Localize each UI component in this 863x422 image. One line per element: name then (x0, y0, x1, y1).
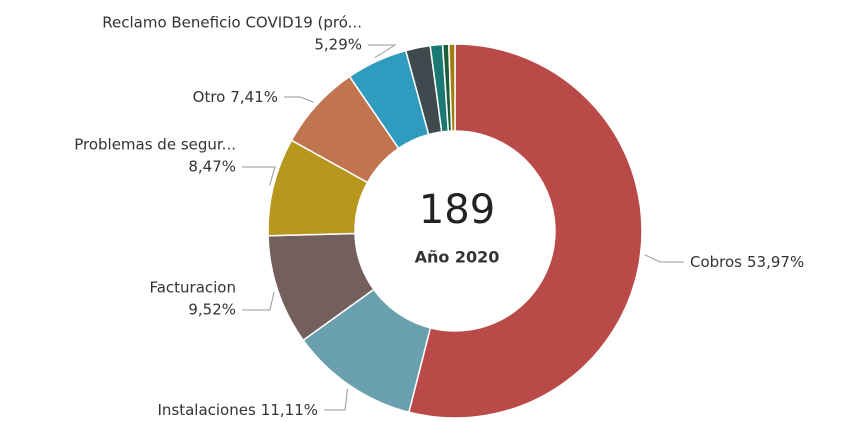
slice-label: Reclamo Beneficio COVID19 (pró... (102, 14, 362, 32)
slice-category: Instalaciones (157, 401, 256, 419)
leader-line (284, 96, 315, 103)
donut-slice (407, 43, 643, 419)
slice-value-label: 53,97% (747, 253, 804, 271)
leader-line (368, 44, 397, 59)
leader-line (242, 291, 275, 311)
slice-value-label: 8,47% (188, 158, 236, 176)
slice-value-label: 5,29% (314, 36, 362, 54)
donut-slice (448, 43, 456, 132)
slice-category: Cobros (690, 253, 742, 271)
slice-value-label: 7,41% (230, 88, 278, 106)
slice-label: Facturacion (149, 279, 236, 297)
slice-label: Cobros 53,97% (690, 253, 804, 271)
slice-value-label: 9,52% (188, 301, 236, 319)
slice-label: Otro 7,41% (193, 88, 278, 106)
leader-line (324, 388, 348, 411)
slice-label: Problemas de segur... (74, 136, 236, 154)
slice-label: Instalaciones 11,11% (157, 401, 318, 419)
center-label: Año 2020 (415, 248, 500, 267)
slice-category: Otro (193, 88, 226, 106)
leader-line (242, 166, 276, 186)
slice-value-label: 11,11% (261, 401, 318, 419)
leader-line (644, 254, 684, 263)
center-value: 189 (419, 187, 495, 233)
